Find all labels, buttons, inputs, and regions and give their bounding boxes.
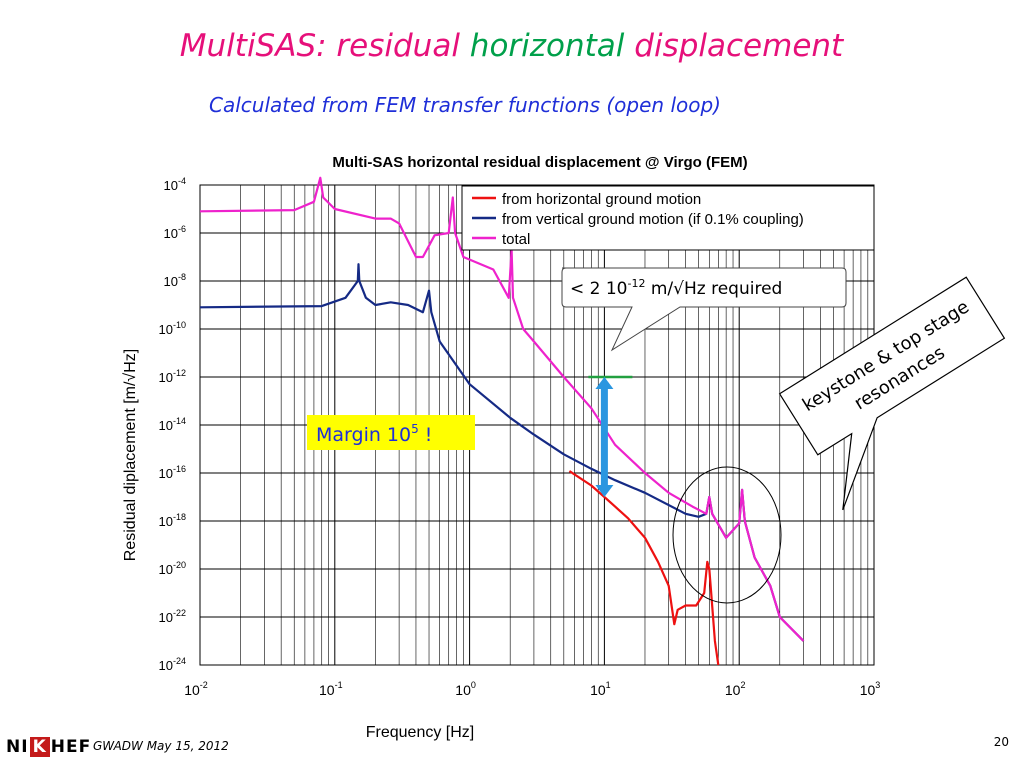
x-tick-labels: 10-2 10-1 100 101 102 103 [184,680,880,698]
nikhef-logo: NI K HEF [6,733,91,761]
chart-title: Multi-SAS horizontal residual displaceme… [332,154,747,171]
title-part-1: MultiSAS: residual [179,28,460,64]
legend-label-total: total [502,231,530,248]
page-number: 20 [993,735,1009,749]
logo-left: NI [6,737,29,757]
logo-box: K [29,737,50,757]
margin-arrow-head-top [595,377,614,389]
requirement-text: < 2 10-12 m/√Hz required [570,277,782,299]
logo-right: HEF [50,737,92,757]
x-tick-label: 103 [860,680,881,698]
margin-arrow-head-bottom [595,485,614,497]
margin-arrow [595,377,614,497]
y-tick-label: 10-22 [159,608,186,625]
title-part-2: horizontal [469,28,625,64]
legend-label-horizontal: from horizontal ground motion [502,191,701,208]
x-tick-label: 102 [725,680,746,698]
y-tick-label: 10-6 [164,224,186,241]
resonance-highlight-ellipse [672,466,782,604]
legend: from horizontal ground motion from verti… [461,185,875,251]
requirement-callout: < 2 10-12 m/√Hz required [561,267,847,379]
series-line-total [199,176,805,642]
requirement-callout-box [561,267,847,352]
y-tick-label: 10-10 [159,320,186,337]
y-tick-label: 10-8 [164,272,186,289]
title-part-3: displacement [634,28,844,64]
series-line-horizontal [568,470,720,666]
series-lines [199,176,805,666]
y-tick-label: 10-4 [164,176,186,193]
margin-text: Margin 105 ! [316,422,432,446]
y-tick-label: 10-20 [159,560,186,577]
margin-label: Margin 105 ! [307,415,475,450]
footer-date: GWADW May 15, 2012 [93,739,229,753]
slide-title: MultiSAS: residual horizontal displaceme… [0,28,1023,64]
legend-box [461,185,875,251]
x-tick-label: 100 [455,680,476,698]
y-tick-label: 10-14 [159,416,186,433]
y-tick-labels: 10-4 10-6 10-8 10-10 10-12 10-14 10-16 10-18 10-… [159,176,186,673]
keystone-callout-box [778,276,1006,511]
slide-subtitle: Calculated from FEM transfer functions (… [209,93,721,117]
y-tick-label: 10-16 [159,464,186,481]
x-tick-label: 10-2 [184,680,208,698]
y-tick-label: 10-24 [159,656,186,673]
x-tick-label: 10-1 [319,680,343,698]
margin-label-box [307,415,475,450]
y-tick-label: 10-12 [159,368,186,385]
x-axis-label: Frequency [Hz] [366,724,474,741]
x-tick-label: 101 [590,680,611,698]
y-axis-label: Residual diplacement [m/√Hz] [122,349,139,561]
legend-label-vertical: from vertical ground motion (if 0.1% cou… [502,211,804,228]
y-tick-label: 10-18 [159,512,186,529]
